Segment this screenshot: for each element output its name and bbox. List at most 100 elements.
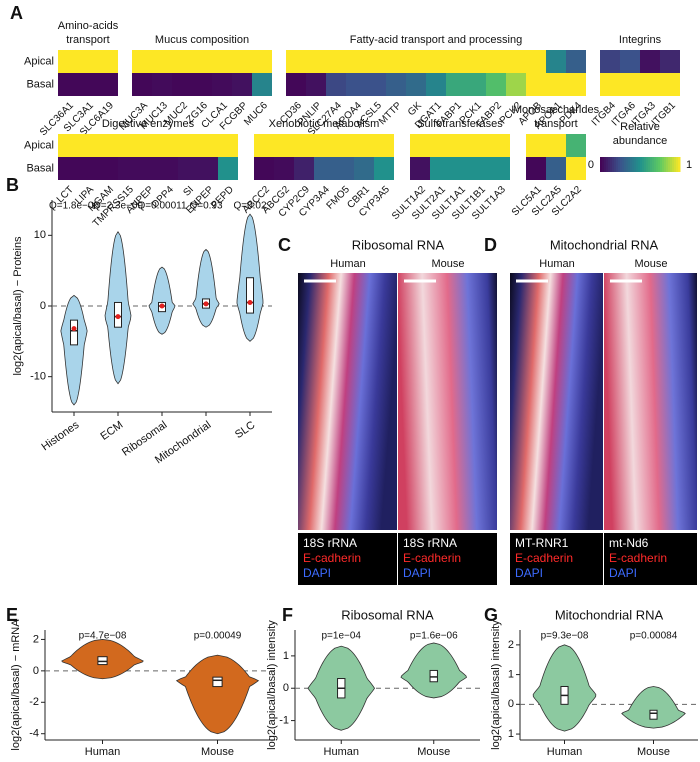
heat-cell (446, 50, 466, 73)
colorbar-segment (674, 157, 677, 172)
heat-cell (138, 157, 158, 180)
legend-text: E-cadherin (403, 551, 461, 565)
y-tick-label: 1 (283, 650, 289, 662)
colorbar-segment (628, 157, 631, 172)
panel-letter: G (484, 605, 498, 625)
mean-dot (247, 299, 253, 305)
micrograph (398, 273, 497, 530)
heat-cell (366, 50, 386, 73)
legend-text: mt-Nd6 (609, 536, 649, 550)
x-tick-label: Histones (39, 419, 81, 454)
row-label: Apical (24, 139, 54, 151)
colorbar-tick-label: 0 (588, 159, 594, 171)
panel-letter: B (6, 175, 19, 195)
colorbar-segment (608, 157, 611, 172)
annotation: p=4.7e−08 (79, 631, 127, 642)
heat-cell (286, 73, 306, 96)
heat-cell (566, 50, 586, 73)
heat-cell (620, 73, 640, 96)
heat-cell (450, 134, 470, 157)
heat-cell (78, 134, 98, 157)
row-label: Basal (26, 78, 54, 90)
heat-cell (286, 50, 306, 73)
heat-cell (410, 157, 430, 180)
legend-text: E-cadherin (609, 551, 667, 565)
heat-cell (430, 157, 450, 180)
heat-cell (410, 134, 430, 157)
colorbar-segment (634, 157, 637, 172)
heat-cell (232, 73, 252, 96)
colorbar-segment (658, 157, 661, 172)
heat-cell (274, 134, 294, 157)
colorbar-segment (672, 157, 675, 172)
heat-cell (446, 73, 466, 96)
heat-cell (58, 134, 78, 157)
colorbar-segment (668, 157, 671, 172)
heat-cell (486, 50, 506, 73)
heat-cell (98, 134, 118, 157)
heat-cell (426, 73, 446, 96)
violin (621, 686, 686, 729)
group-title: transport (66, 34, 109, 46)
heat-cell (640, 73, 660, 96)
x-tick-label: Mouse (417, 746, 450, 758)
heat-cell (546, 157, 566, 180)
legend-text: DAPI (403, 566, 431, 580)
colorbar-segment (602, 157, 605, 172)
row-label: Basal (26, 162, 54, 174)
mean-dot (71, 326, 77, 332)
heat-cell (198, 157, 218, 180)
heat-cell (132, 50, 152, 73)
group-title: transport (534, 118, 577, 130)
colorbar-segment (624, 157, 627, 172)
legend-box (510, 533, 603, 585)
y-tick-label: 0 (283, 682, 289, 694)
colorbar-segment (648, 157, 651, 172)
heat-cell (58, 73, 78, 96)
colorbar-title: Relative (620, 121, 660, 133)
colorbar-segment (604, 157, 607, 172)
colorbar-segment (678, 157, 681, 172)
colorbar-segment (670, 157, 673, 172)
heat-cell (326, 50, 346, 73)
heat-cell (490, 157, 510, 180)
heat-cell (232, 50, 252, 73)
y-tick-label: 1 (508, 728, 514, 740)
panel-letter: F (282, 605, 293, 625)
mean-dot (203, 301, 209, 307)
legend-text: 18S rRNA (403, 536, 457, 550)
colorbar-segment (676, 157, 679, 172)
y-tick-label: 0 (508, 698, 514, 710)
heat-cell (254, 134, 274, 157)
legend-box (604, 533, 697, 585)
heat-cell (566, 73, 586, 96)
box (429, 669, 438, 683)
y-tick-label: 0 (33, 665, 39, 677)
heat-cell (58, 157, 78, 180)
legend-text: DAPI (609, 566, 637, 580)
panel-letter: A (10, 3, 23, 23)
y-axis-label: log2(apical/basal) − Proteins (12, 236, 24, 376)
colorbar-segment (664, 157, 667, 172)
heat-cell (406, 73, 426, 96)
legend-box (398, 533, 497, 585)
colorbar-segment (616, 157, 619, 172)
heat-cell (526, 73, 546, 96)
heat-cell (430, 134, 450, 157)
heat-cell (254, 157, 274, 180)
heat-cell (98, 50, 118, 73)
heat-cell (346, 50, 366, 73)
colorbar-segment (652, 157, 655, 172)
x-tick-label: Mouse (637, 746, 670, 758)
heat-cell (158, 157, 178, 180)
x-tick-label: Human (324, 746, 359, 758)
heat-cell (470, 134, 490, 157)
chart-title: Ribosomal RNA (341, 607, 434, 622)
column-label: Human (330, 258, 365, 270)
legend-text: E-cadherin (515, 551, 573, 565)
colorbar-segment (618, 157, 621, 172)
colorbar-tick-label: 1 (686, 159, 692, 171)
heat-cell (450, 157, 470, 180)
heat-cell (334, 134, 354, 157)
